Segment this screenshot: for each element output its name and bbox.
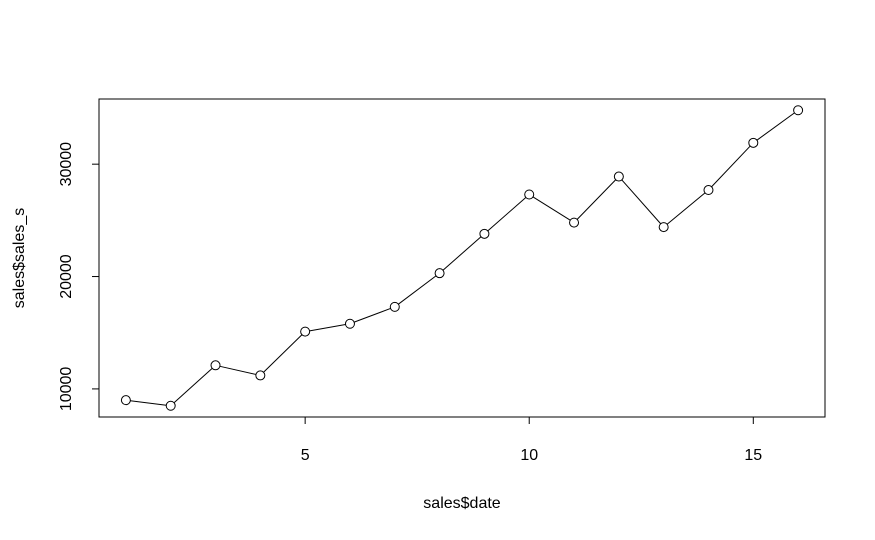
series-line-segment — [398, 275, 437, 305]
data-point — [524, 189, 535, 200]
series-line-segment — [487, 197, 527, 232]
data-point — [479, 228, 490, 239]
series-line-segment — [576, 179, 617, 220]
data-point — [120, 395, 131, 406]
data-point — [389, 301, 400, 312]
series-line-segment — [442, 236, 482, 271]
data-point — [210, 360, 221, 371]
y-tick-label: 30000 — [58, 142, 75, 187]
series-line-segment — [532, 196, 571, 221]
series-line-segment — [711, 145, 751, 188]
data-point — [344, 318, 355, 329]
data-point — [793, 105, 804, 116]
data-point — [703, 185, 714, 196]
x-tick-label: 10 — [520, 447, 538, 464]
data-point — [255, 370, 266, 381]
data-point — [434, 268, 445, 279]
x-axis-label: sales$date — [423, 495, 500, 512]
x-tick-label: 15 — [744, 447, 762, 464]
data-point — [658, 222, 669, 233]
data-point — [613, 171, 624, 182]
y-tick-label: 20000 — [58, 254, 75, 299]
series-line-segment — [756, 112, 795, 141]
plot-frame — [98, 98, 826, 418]
series-line-segment — [130, 400, 167, 406]
data-point — [748, 137, 759, 148]
series-layer — [120, 105, 804, 411]
series-line-segment — [353, 307, 391, 323]
series-line-segment — [309, 324, 346, 332]
y-axis: 10000 20000 30000 — [58, 142, 100, 412]
data-point — [300, 326, 311, 337]
y-axis-label: sales$sales_s — [11, 208, 28, 309]
series-line-segment — [263, 334, 303, 373]
series-line-segment — [219, 365, 257, 375]
series-line-segment — [173, 367, 213, 404]
x-axis: 5 10 15 — [301, 416, 762, 464]
series-line-segment — [666, 192, 706, 225]
x-tick-label: 5 — [301, 447, 310, 464]
series-line-segment — [621, 179, 662, 225]
data-point — [165, 400, 176, 411]
y-tick-label: 10000 — [58, 367, 75, 412]
data-point — [569, 217, 580, 228]
